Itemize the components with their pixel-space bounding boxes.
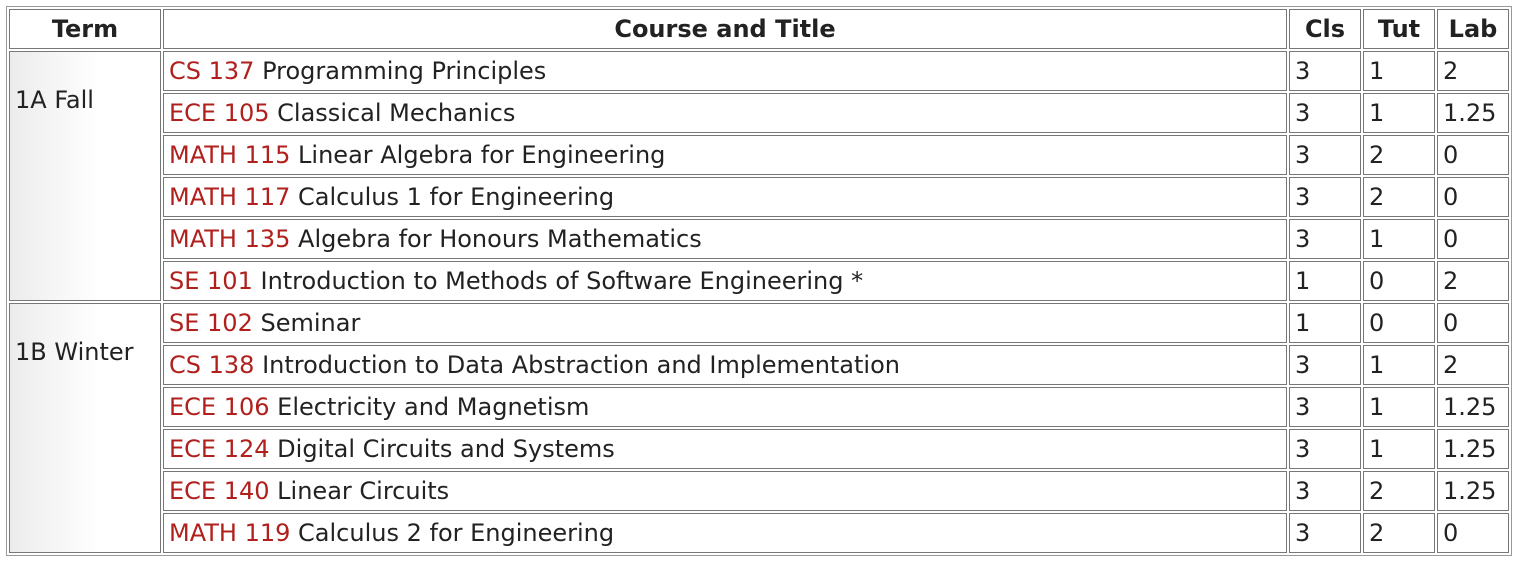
cls-cell: 3 — [1289, 429, 1361, 469]
table-body: 1A Fall CS 137 Programming Principles 3 1 2 E… — [9, 51, 1509, 553]
tut-cell: 1 — [1363, 429, 1435, 469]
tut-cell: 0 — [1363, 261, 1435, 301]
cls-cell: 1 — [1289, 261, 1361, 301]
course-table: Term Course and Title Cls Tut Lab 1A Fall CS … — [6, 6, 1512, 556]
course-row: ECE 124 Digital Circuits and Systems 3 1 1.… — [9, 429, 1509, 469]
term-cell: 1A Fall — [9, 51, 161, 301]
course-cell: CS 137 Programming Principles — [163, 51, 1287, 91]
cls-cell: 3 — [1289, 135, 1361, 175]
header-cell: Course and Title — [163, 9, 1287, 49]
lab-cell: 2 — [1437, 51, 1509, 91]
course-title: Electricity and Magnetism — [277, 393, 590, 421]
lab-cell: 0 — [1437, 303, 1509, 343]
cls-cell: 3 — [1289, 93, 1361, 133]
course-code-link[interactable]: CS 138 — [169, 351, 255, 379]
tut-cell: 1 — [1363, 51, 1435, 91]
lab-cell: 1.25 — [1437, 429, 1509, 469]
course-title: Introduction to Data Abstraction and Imp… — [262, 351, 900, 379]
course-cell: CS 138 Introduction to Data Abstraction … — [163, 345, 1287, 385]
lab-cell: 0 — [1437, 219, 1509, 259]
course-cell: SE 101 Introduction to Methods of Softwa… — [163, 261, 1287, 301]
lab-cell: 0 — [1437, 135, 1509, 175]
tut-cell: 2 — [1363, 471, 1435, 511]
cls-cell: 3 — [1289, 345, 1361, 385]
course-row: ECE 106 Electricity and Magnetism 3 1 1.25 — [9, 387, 1509, 427]
course-title: Calculus 1 for Engineering — [298, 183, 615, 211]
course-row: ECE 140 Linear Circuits 3 2 1.25 — [9, 471, 1509, 511]
tut-cell: 2 — [1363, 513, 1435, 553]
course-row: ECE 105 Classical Mechanics 3 1 1.25 — [9, 93, 1509, 133]
course-code-link[interactable]: ECE 124 — [169, 435, 270, 463]
header-cell: Tut — [1363, 9, 1435, 49]
cls-cell: 3 — [1289, 471, 1361, 511]
course-cell: ECE 105 Classical Mechanics — [163, 93, 1287, 133]
course-code-link[interactable]: MATH 119 — [169, 519, 291, 547]
course-code-link[interactable]: MATH 117 — [169, 183, 291, 211]
course-row: SE 101 Introduction to Methods of Softwa… — [9, 261, 1509, 301]
course-title: Introduction to Methods of Software Engi… — [260, 267, 864, 295]
course-cell: SE 102 Seminar — [163, 303, 1287, 343]
tut-cell: 1 — [1363, 93, 1435, 133]
term-cell: 1B Winter — [9, 303, 161, 553]
lab-cell: 0 — [1437, 513, 1509, 553]
course-title: Programming Principles — [262, 57, 547, 85]
header-cell: Cls — [1289, 9, 1361, 49]
course-title: Linear Algebra for Engineering — [298, 141, 666, 169]
cls-cell: 3 — [1289, 51, 1361, 91]
header-cell: Term — [9, 9, 161, 49]
course-title: Linear Circuits — [277, 477, 450, 505]
course-cell: MATH 115 Linear Algebra for Engineering — [163, 135, 1287, 175]
cls-cell: 3 — [1289, 387, 1361, 427]
course-cell: ECE 106 Electricity and Magnetism — [163, 387, 1287, 427]
lab-cell: 0 — [1437, 177, 1509, 217]
lab-cell: 1.25 — [1437, 471, 1509, 511]
lab-cell: 2 — [1437, 261, 1509, 301]
course-cell: ECE 140 Linear Circuits — [163, 471, 1287, 511]
tut-cell: 2 — [1363, 135, 1435, 175]
course-row: MATH 119 Calculus 2 for Engineering 3 2 0 — [9, 513, 1509, 553]
course-row: MATH 117 Calculus 1 for Engineering 3 2 0 — [9, 177, 1509, 217]
lab-cell: 2 — [1437, 345, 1509, 385]
lab-cell: 1.25 — [1437, 387, 1509, 427]
course-title: Digital Circuits and Systems — [277, 435, 615, 463]
course-code-link[interactable]: SE 102 — [169, 309, 253, 337]
course-code-link[interactable]: ECE 140 — [169, 477, 270, 505]
cls-cell: 3 — [1289, 219, 1361, 259]
course-row: MATH 115 Linear Algebra for Engineering 3… — [9, 135, 1509, 175]
header-cell: Lab — [1437, 9, 1509, 49]
tut-cell: 1 — [1363, 345, 1435, 385]
course-code-link[interactable]: SE 101 — [169, 267, 253, 295]
cls-cell: 1 — [1289, 303, 1361, 343]
course-row: 1A Fall CS 137 Programming Principles 3 1 2 — [9, 51, 1509, 301]
tut-cell: 2 — [1363, 177, 1435, 217]
course-row: CS 138 Introduction to Data Abstraction … — [9, 345, 1509, 385]
course-title: Algebra for Honours Mathematics — [298, 225, 702, 253]
course-code-link[interactable]: ECE 106 — [169, 393, 270, 421]
course-cell: MATH 135 Algebra for Honours Mathematics — [163, 219, 1287, 259]
course-row: MATH 135 Algebra for Honours Mathematics… — [9, 219, 1509, 259]
lab-cell: 1.25 — [1437, 93, 1509, 133]
course-row: 1B Winter SE 102 Seminar 1 0 0 — [9, 303, 1509, 553]
tut-cell: 0 — [1363, 303, 1435, 343]
course-cell: MATH 117 Calculus 1 for Engineering — [163, 177, 1287, 217]
course-cell: ECE 124 Digital Circuits and Systems — [163, 429, 1287, 469]
course-code-link[interactable]: MATH 135 — [169, 225, 291, 253]
header-row: Term Course and Title Cls Tut Lab — [9, 9, 1509, 49]
course-code-link[interactable]: CS 137 — [169, 57, 255, 85]
course-code-link[interactable]: ECE 105 — [169, 99, 270, 127]
tut-cell: 1 — [1363, 219, 1435, 259]
course-title: Classical Mechanics — [277, 99, 516, 127]
cls-cell: 3 — [1289, 177, 1361, 217]
course-title: Seminar — [260, 309, 361, 337]
tut-cell: 1 — [1363, 387, 1435, 427]
course-title: Calculus 2 for Engineering — [298, 519, 615, 547]
course-code-link[interactable]: MATH 115 — [169, 141, 291, 169]
cls-cell: 3 — [1289, 513, 1361, 553]
course-cell: MATH 119 Calculus 2 for Engineering — [163, 513, 1287, 553]
